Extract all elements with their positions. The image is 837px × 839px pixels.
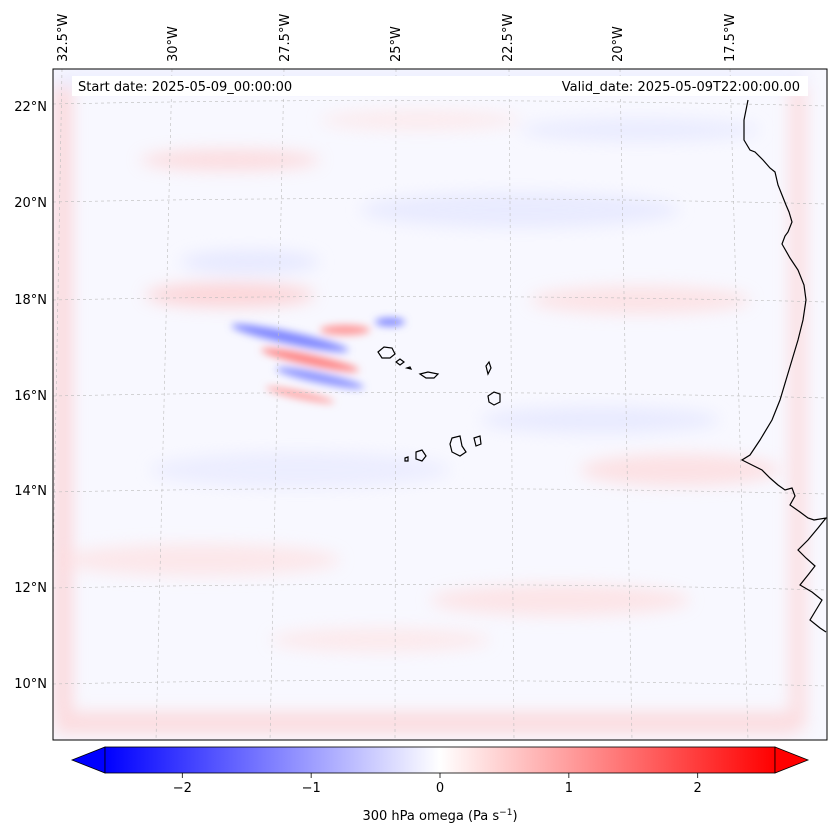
lon-label: 20°W	[611, 26, 626, 62]
colorbar-tick-label: 2	[694, 781, 702, 796]
island-brava	[404, 456, 409, 462]
colorbar-tick-label: −2	[173, 781, 192, 796]
lat-label: 12°N	[14, 581, 47, 596]
lon-label: 17.5°W	[723, 14, 738, 62]
colorbar-tick-label: 0	[436, 781, 444, 796]
island-maio	[473, 435, 482, 447]
island-santo-antao	[377, 346, 396, 359]
lon-label: 25°W	[389, 26, 404, 62]
colorbar-label-sup: −1	[499, 808, 512, 818]
map-frame	[52, 68, 828, 741]
colorbar-label-close: )	[512, 809, 517, 824]
colorbar-body	[104, 746, 776, 774]
lon-label: 22.5°W	[501, 14, 516, 62]
island-fogo	[415, 449, 427, 462]
colorbar-label-main: 300 hPa omega (Pa s	[362, 809, 499, 824]
africa-coastline	[740, 99, 827, 633]
island-santiago	[449, 435, 467, 457]
coastline	[377, 99, 827, 633]
lat-label: 16°N	[14, 389, 47, 404]
start-date-text: Start date: 2025-05-09_00:00:00	[78, 80, 292, 95]
colorbar-label: 300 hPa omega (Pa s−1)	[362, 808, 517, 824]
lon-label: 30°W	[166, 26, 181, 62]
omega-field	[53, 69, 827, 740]
colorbar-tick-label: 1	[565, 781, 573, 796]
header-box	[72, 76, 808, 96]
colorbar: −2 −1 0 1 2 300 hPa omega (Pa s−1)	[70, 746, 810, 824]
latitude-labels: 22°N 20°N 18°N 16°N 14°N 12°N 10°N	[14, 100, 47, 692]
gridlines	[53, 69, 827, 740]
colorbar-extend-max	[774, 746, 810, 774]
lat-label: 10°N	[14, 677, 47, 692]
island-sao-nicolau	[418, 371, 440, 379]
valid-date-text: Valid_date: 2025-05-09T22:00:00.00	[562, 80, 800, 95]
longitude-labels: 32.5°W 30°W 27.5°W 25°W 22.5°W 20°W 17.5…	[56, 14, 738, 62]
lat-label: 20°N	[14, 196, 47, 211]
lon-label: 32.5°W	[56, 14, 71, 62]
lat-label: 14°N	[14, 484, 47, 499]
island-sao-vicente	[395, 358, 405, 366]
lat-label: 22°N	[14, 100, 47, 115]
colorbar-ticks: −2 −1 0 1 2	[173, 773, 702, 796]
island-boa-vista	[487, 391, 501, 406]
colorbar-tick-label: −1	[302, 781, 321, 796]
island-santa-luzia	[404, 366, 413, 370]
lat-label: 18°N	[14, 293, 47, 308]
lon-label: 27.5°W	[278, 14, 293, 62]
island-sal	[485, 360, 492, 376]
colorbar-extend-min	[70, 746, 106, 774]
